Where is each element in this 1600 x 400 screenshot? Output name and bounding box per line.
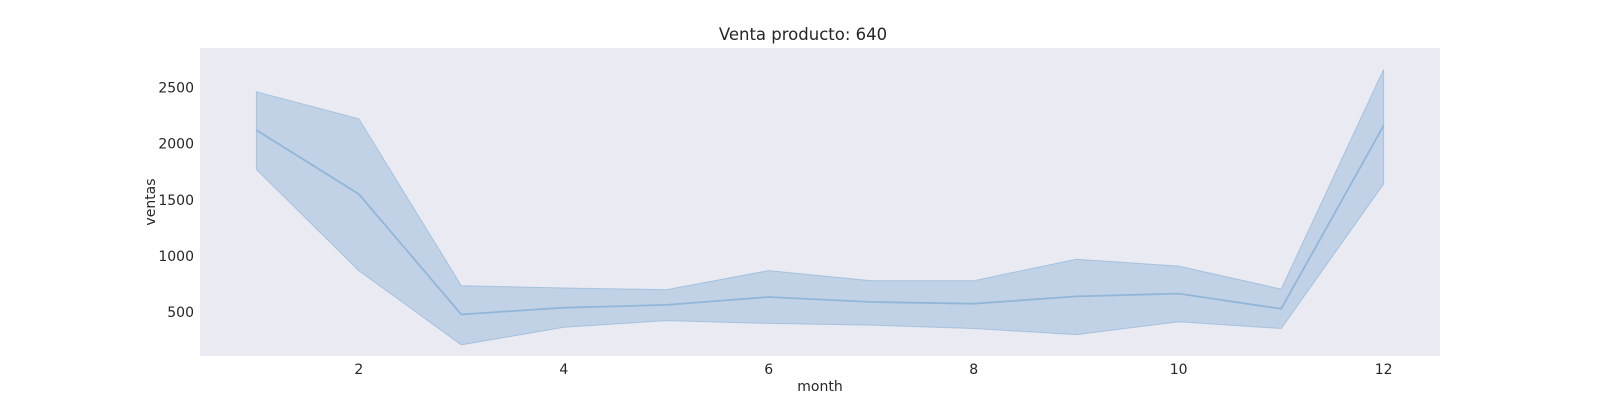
x-axis-label: month <box>797 379 842 395</box>
series-lines <box>255 125 1385 316</box>
y-tick-label: 1000 <box>158 249 194 265</box>
series-line-0 <box>255 125 1385 316</box>
confidence-band-0 <box>255 69 1385 346</box>
y-axis-label: ventas <box>143 178 159 225</box>
y-tick-labels: 500 1000 1500 2000 2500 <box>158 80 194 321</box>
y-tick-label: 1500 <box>158 193 194 209</box>
x-tick-label: 4 <box>559 362 568 378</box>
x-tick-label: 2 <box>354 362 363 378</box>
x-tick-label: 8 <box>969 362 978 378</box>
x-tick-label: 6 <box>764 362 773 378</box>
chart-title: Venta producto: 640 <box>719 25 887 44</box>
x-tick-label: 10 <box>1170 362 1188 378</box>
y-tick-label: 500 <box>167 305 194 321</box>
y-tick-label: 2000 <box>158 137 194 153</box>
x-tick-label: 12 <box>1375 362 1393 378</box>
x-tick-labels: 2 4 6 8 10 12 <box>354 362 1392 378</box>
y-tick-label: 2500 <box>158 80 194 96</box>
confidence-bands <box>255 69 1385 346</box>
